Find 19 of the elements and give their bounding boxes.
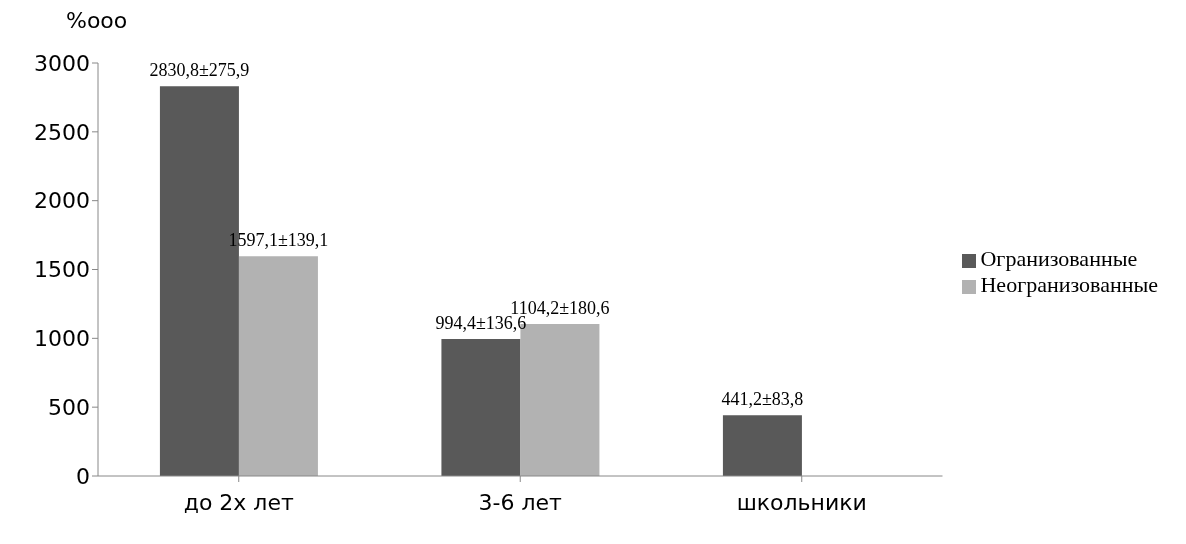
y-tick-label: 2000 — [34, 188, 90, 214]
data-label: 441,2±83,8 — [721, 389, 804, 410]
y-tick-label: 1000 — [34, 326, 90, 352]
bar — [441, 339, 521, 476]
legend-label: Огранизованные — [980, 246, 1138, 271]
y-tick-label: 500 — [48, 394, 90, 420]
y-tick-label: 3000 — [34, 50, 90, 76]
y-axis-title: %ooo — [66, 8, 128, 33]
data-label: 994,4±136,6 — [435, 313, 527, 334]
y-tick-label: 0 — [76, 463, 90, 489]
x-tick-label: 3-6 лет — [478, 489, 563, 515]
y-tick-label: 2500 — [34, 119, 90, 145]
x-tick-label: школьники — [736, 489, 867, 515]
bar — [238, 256, 318, 476]
x-tick-label: до 2х лет — [183, 489, 294, 515]
bar — [722, 415, 802, 476]
y-tick-label: 1500 — [34, 257, 90, 283]
data-label: 2830,8±275,9 — [149, 60, 250, 81]
legend-label: Неогранизованные — [980, 272, 1158, 297]
